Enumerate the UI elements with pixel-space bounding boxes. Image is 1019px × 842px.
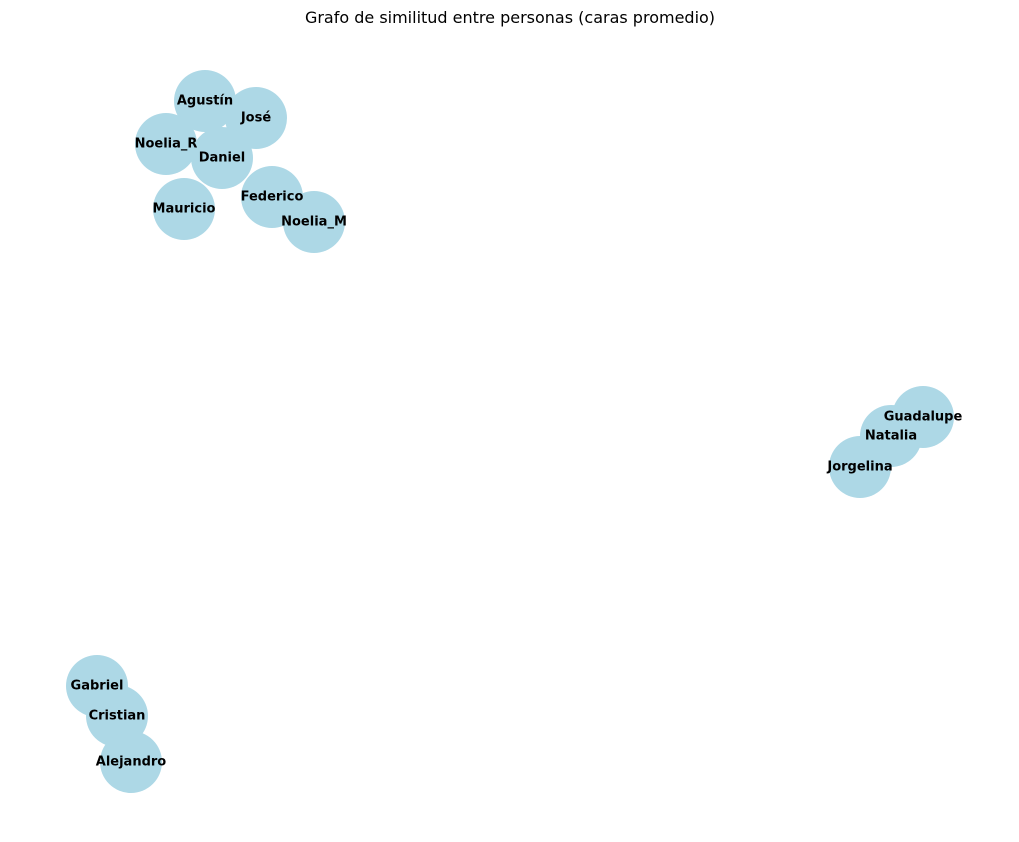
node-label-noelia_r: Noelia_R bbox=[135, 137, 198, 152]
node-label-agustin: Agustín bbox=[177, 94, 233, 109]
node-label-jorgelina: Jorgelina bbox=[826, 460, 892, 475]
node-alejandro bbox=[100, 731, 162, 793]
node-mauricio bbox=[153, 178, 215, 240]
node-label-alejandro: Alejandro bbox=[96, 755, 167, 770]
node-label-mauricio: Mauricio bbox=[153, 202, 216, 217]
node-jorgelina bbox=[829, 436, 891, 498]
node-label-cristian: Cristian bbox=[89, 709, 146, 724]
node-daniel bbox=[191, 127, 253, 189]
graph-title: Grafo de similitud entre personas (caras… bbox=[305, 8, 715, 27]
node-label-gabriel: Gabriel bbox=[71, 679, 124, 694]
node-noelia_m bbox=[283, 191, 345, 253]
node-label-daniel: Daniel bbox=[199, 151, 246, 166]
node-label-jose: José bbox=[240, 111, 272, 126]
node-label-federico: Federico bbox=[241, 190, 304, 205]
node-agustin bbox=[174, 70, 236, 132]
node-noelia_r bbox=[135, 113, 197, 175]
node-label-guadalupe: Guadalupe bbox=[884, 410, 963, 425]
node-label-noelia_m: Noelia_M bbox=[281, 215, 347, 230]
node-label-natalia: Natalia bbox=[865, 429, 917, 444]
